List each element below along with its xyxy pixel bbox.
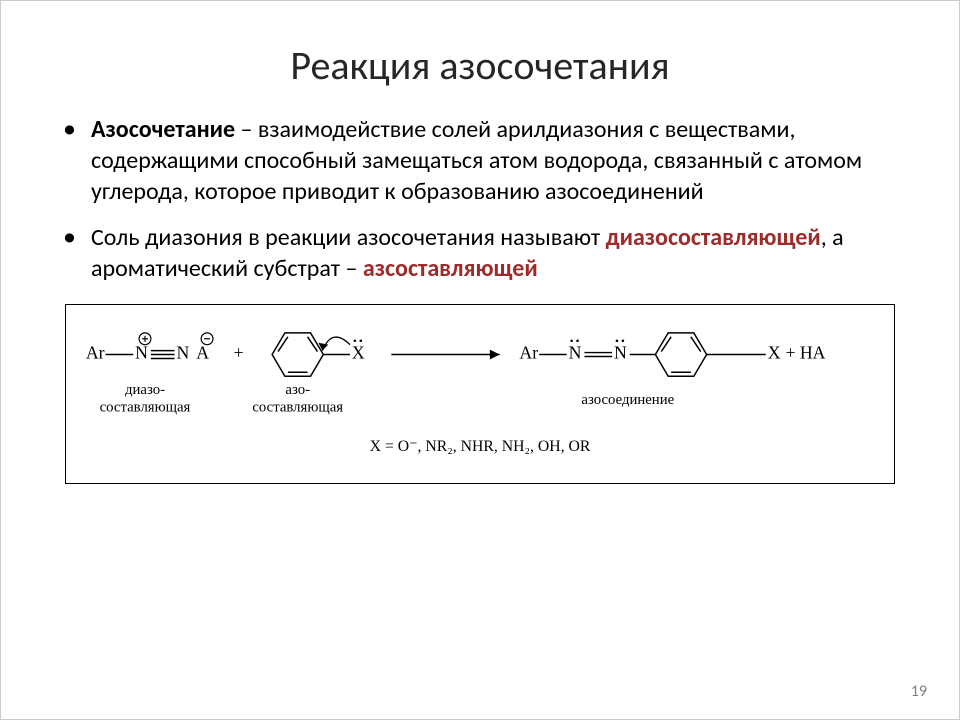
benzene-ring-1 — [272, 333, 323, 376]
label-n2: N — [177, 342, 190, 362]
term-azocoupling: Азосочетание — [91, 115, 235, 144]
benzene-ring-2 — [655, 333, 706, 376]
label-ha: + HA — [785, 342, 825, 362]
bullet-list: Азосочетание – взаимодействие солей арил… — [61, 114, 899, 284]
term-azo: азсоставляющей — [363, 254, 538, 283]
label-ar2: Ar — [519, 342, 538, 362]
label-diazo2: составляющая — [100, 400, 191, 416]
label-n3: N — [569, 342, 582, 362]
term-diazo: диазосоставляющей — [606, 223, 821, 252]
label-ar1: Ar — [86, 342, 105, 362]
label-xdef: X = O⁻, NR₂, NHR, NH₂, OH, OR — [370, 438, 591, 455]
bullet-2-pre: Соль диазония в реакции азосочетания наз… — [91, 223, 606, 252]
plus-sign: + — [234, 342, 244, 362]
slide-title: Реакция азосочетания — [61, 41, 899, 90]
label-x2: X — [768, 342, 781, 362]
reaction-diagram: .t { font-family: "Times New Roman", ser… — [76, 323, 884, 471]
label-azo1: азо- — [285, 382, 310, 398]
label-n4: N — [614, 342, 627, 362]
label-diazo1: диазо- — [125, 382, 165, 398]
bullet-item-2: Соль диазония в реакции азосочетания наз… — [85, 222, 899, 284]
label-a: A — [196, 342, 209, 362]
label-product: азосоединение — [581, 392, 674, 408]
page-number: 19 — [911, 682, 927, 701]
label-azo2: составляющая — [252, 400, 343, 416]
label-x1: X — [352, 342, 365, 362]
label-n1: N — [135, 342, 148, 362]
reaction-diagram-box: .t { font-family: "Times New Roman", ser… — [65, 304, 895, 484]
bullet-item-1: Азосочетание – взаимодействие солей арил… — [85, 114, 899, 208]
